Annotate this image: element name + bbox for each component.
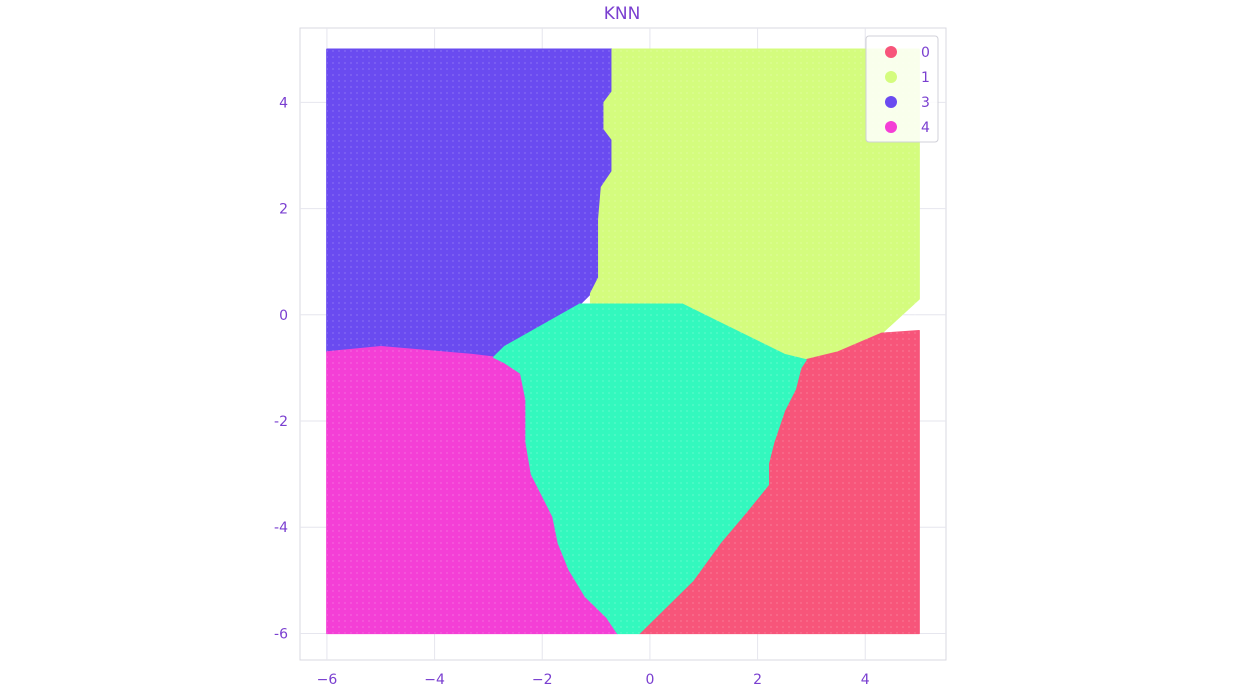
- x-tick-label: −6: [317, 672, 338, 688]
- x-tick-label: −4: [424, 672, 445, 688]
- legend-label-0: 0: [921, 45, 930, 61]
- legend-marker-4: [885, 121, 897, 133]
- y-tick-label: -6: [274, 626, 288, 642]
- chart-title: KNN: [604, 4, 641, 24]
- legend-marker-3: [885, 96, 897, 108]
- x-tick-label: 0: [645, 672, 654, 688]
- y-axis-ticks: -6 -4 -2 0 2 4: [274, 95, 288, 642]
- y-tick-label: 2: [279, 202, 288, 218]
- legend-label-4: 4: [921, 120, 930, 136]
- legend-marker-1: [885, 71, 897, 83]
- legend-marker-0: [885, 46, 897, 58]
- x-axis-ticks: −6 −4 −2 0 2 4: [317, 672, 870, 688]
- y-tick-label: -4: [274, 520, 288, 536]
- legend-box: [865, 35, 939, 143]
- legend-label-3: 3: [921, 95, 930, 111]
- x-tick-label: −2: [532, 672, 553, 688]
- x-tick-label: 4: [861, 672, 870, 688]
- sample-dot-texture: [326, 49, 920, 634]
- legend: 0 1 3 4: [865, 35, 939, 143]
- y-tick-label: 0: [279, 308, 288, 324]
- y-tick-label: -2: [274, 414, 288, 430]
- y-tick-label: 4: [279, 95, 288, 111]
- x-tick-label: 2: [753, 672, 762, 688]
- legend-label-1: 1: [921, 70, 930, 86]
